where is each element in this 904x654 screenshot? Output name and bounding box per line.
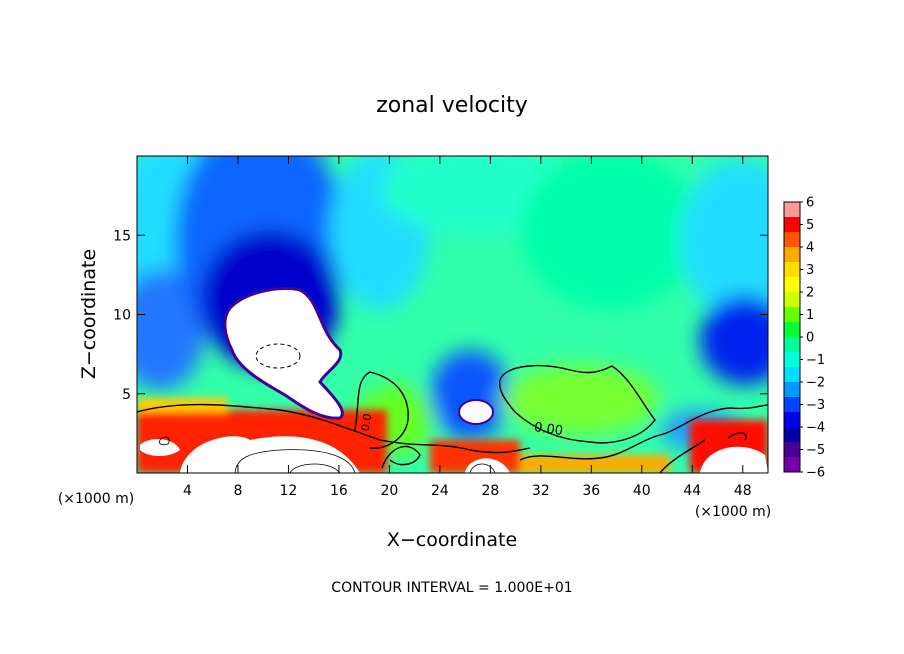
x-tick-label: 48: [734, 483, 752, 499]
colorbar-tick-label: 0: [806, 331, 814, 346]
colorbar-tick-label: 1: [806, 308, 814, 323]
x-tick-label: 44: [683, 483, 701, 499]
contour-interval-note: CONTOUR INTERVAL = 1.000E+01: [331, 580, 572, 596]
contour-label: 0.00: [533, 420, 564, 439]
colorbar-tick-label: 6: [806, 196, 814, 211]
x-tick-label: 32: [532, 483, 550, 499]
colorbar: 6 5 4 3 2 1 0 −1 −2 −3 −4 −5 −6: [783, 196, 825, 481]
colorbar-swatch: [784, 427, 800, 443]
white-surface-region-2: [465, 458, 510, 473]
white-surface-region-4: [140, 438, 180, 456]
colorbar-swatch: [784, 457, 800, 473]
colorbar-swatch: [784, 277, 800, 293]
colorbar-tick-label: −5: [806, 443, 825, 458]
y-axis-label: Z−coordinate: [78, 249, 100, 379]
colorbar-swatch: [784, 322, 800, 338]
dashed-contour: [255, 343, 301, 369]
colorbar-tick-label: 4: [806, 241, 814, 256]
contour-lines: [137, 365, 768, 473]
y-tick-label: 5: [122, 387, 131, 403]
colorbar-swatch: [784, 217, 800, 233]
contour-label-small: 0.0: [359, 413, 375, 432]
colorbar-tick-label: 2: [806, 286, 814, 301]
x-axis-ticks: 4 8 12 16 20 24 28 32 36 40 44 48: [183, 156, 752, 499]
x-tick-label: 28: [481, 483, 499, 499]
colorbar-swatch: [784, 337, 800, 353]
colorbar-swatch: [784, 352, 800, 368]
x-tick-label: 12: [280, 483, 298, 499]
x-axis-label: X−coordinate: [387, 529, 517, 551]
x-unit-left: (×1000 m): [58, 491, 134, 507]
contour-lines-thin: [159, 436, 496, 473]
colorbar-swatch: [784, 307, 800, 323]
colorbar-swatch: [784, 442, 800, 458]
colorbar-swatch: [784, 292, 800, 308]
colorbar-swatch: [784, 397, 800, 413]
x-tick-label: 4: [183, 483, 192, 499]
x-tick-label: 8: [233, 483, 242, 499]
white-small-region: [458, 399, 494, 425]
x-tick-label: 16: [330, 483, 348, 499]
colorbar-swatch: [784, 262, 800, 278]
plot-area: 0.00 0.0: [137, 156, 768, 473]
field-blobs: [137, 156, 768, 455]
chart-title: zonal velocity: [376, 93, 528, 118]
x-unit-right: (×1000 m): [695, 504, 771, 520]
colorbar-swatch: [784, 232, 800, 248]
colorbar-swatch: [784, 202, 800, 218]
white-surface-region-3: [700, 446, 768, 473]
colorbar-tick-label: 5: [806, 218, 814, 233]
x-tick-label: 24: [431, 483, 449, 499]
colorbar-tick-label: −2: [806, 376, 825, 391]
y-tick-label: 10: [113, 308, 131, 324]
colorbar-swatch: [784, 412, 800, 428]
x-tick-label: 40: [633, 483, 651, 499]
colorbar-tick-label: −3: [806, 398, 825, 413]
colorbar-swatch: [784, 247, 800, 263]
x-tick-label: 20: [380, 483, 398, 499]
y-tick-label: 15: [113, 228, 131, 244]
colorbar-tick-label: −6: [806, 466, 825, 481]
colorbar-tick-label: −4: [806, 421, 825, 436]
colorbar-tick-label: 3: [806, 263, 814, 278]
colorbar-swatch: [784, 382, 800, 398]
y-axis-ticks: 5 10 15: [113, 228, 768, 403]
white-core-region: [223, 286, 344, 420]
x-tick-label: 36: [582, 483, 600, 499]
colorbar-tick-label: −1: [806, 353, 825, 368]
colorbar-swatch: [784, 367, 800, 383]
